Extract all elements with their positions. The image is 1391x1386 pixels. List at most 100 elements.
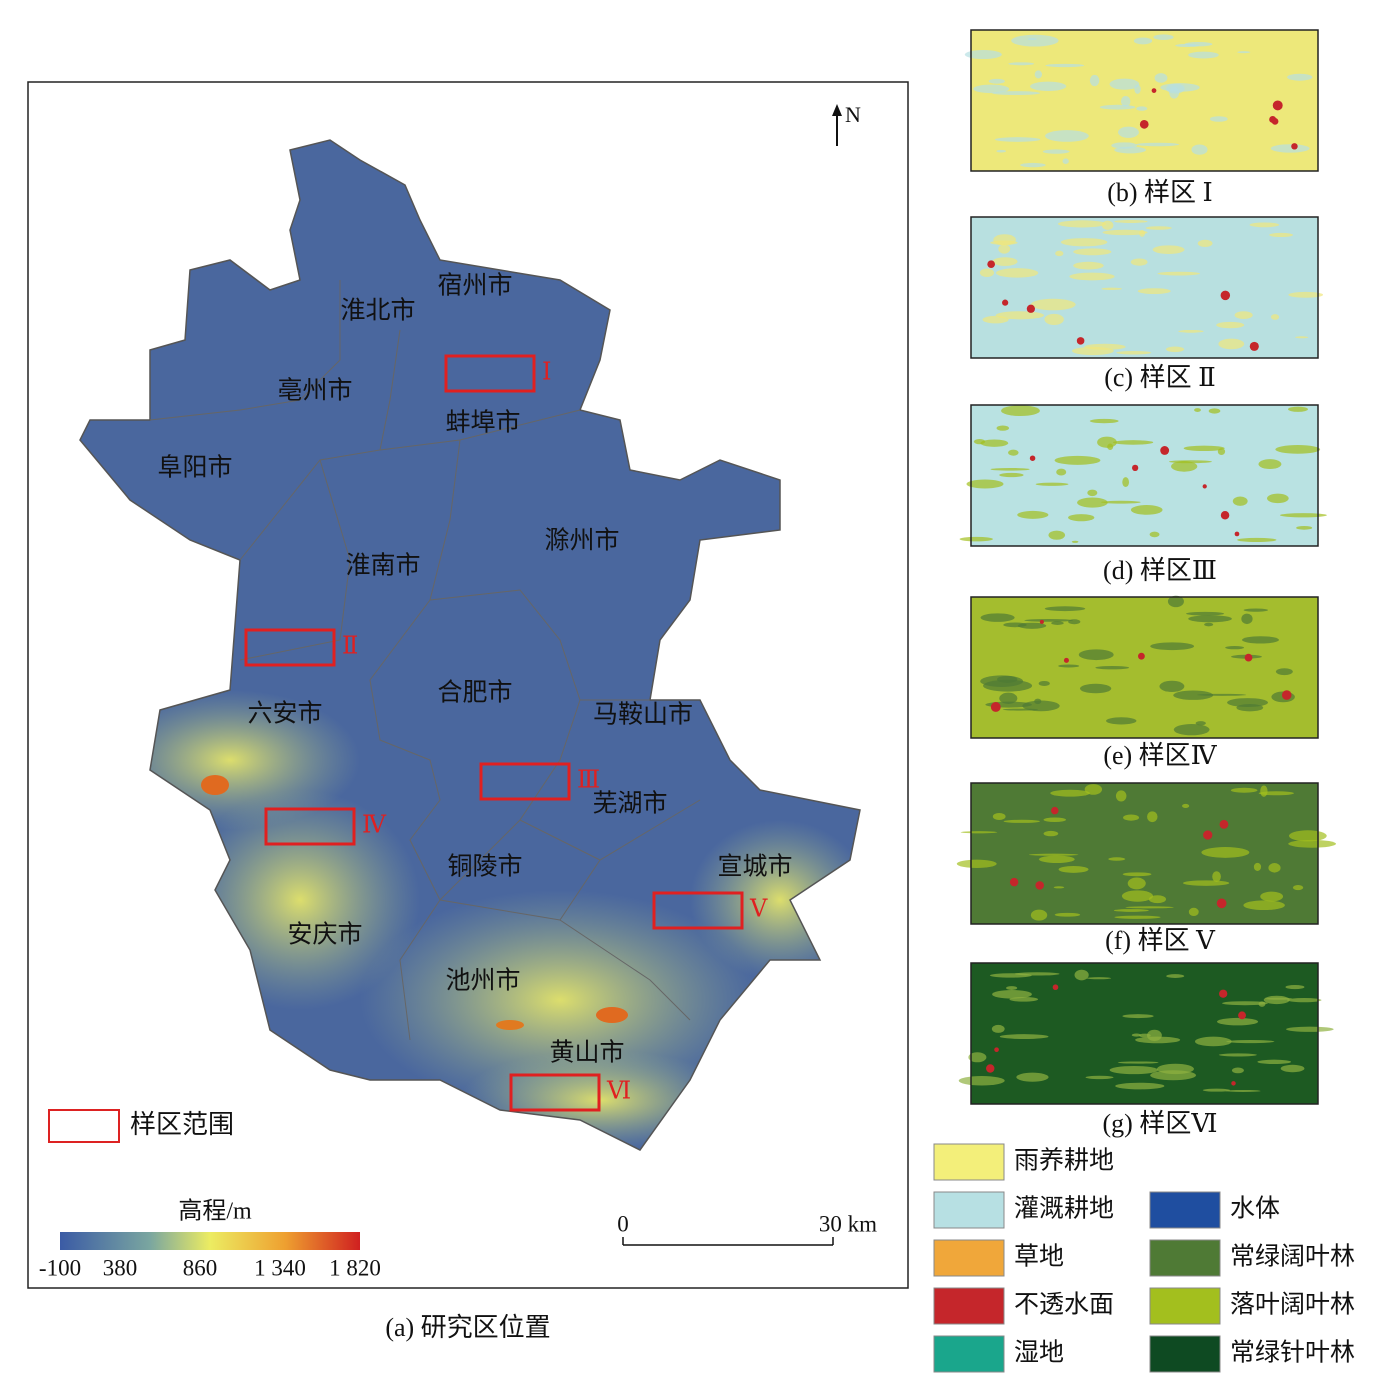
texture: [1060, 238, 1108, 247]
sample-label: Ⅵ: [606, 1079, 631, 1105]
texture: [1243, 900, 1285, 911]
texture: [1054, 912, 1081, 917]
texture: [992, 990, 1032, 999]
texture: [1086, 977, 1112, 980]
texture: [1039, 619, 1044, 624]
city-label: 六安市: [247, 700, 322, 728]
texture: [1270, 144, 1310, 153]
texture: [1165, 346, 1185, 353]
texture: [1044, 313, 1064, 325]
texture: [1043, 817, 1066, 823]
texture: [996, 425, 1010, 431]
texture: [1169, 86, 1180, 99]
texture: [1202, 484, 1207, 489]
texture: [1139, 119, 1149, 129]
colorbar-title: 高程/m: [178, 1198, 252, 1225]
texture: [1027, 37, 1038, 41]
texture: [1219, 989, 1228, 998]
texture: [1120, 95, 1131, 107]
texture: [1068, 619, 1081, 625]
texture: [1089, 74, 1100, 87]
texture: [1136, 106, 1148, 111]
texture: [1260, 891, 1284, 902]
texture: [999, 472, 1024, 478]
texture: [999, 692, 1018, 704]
texture: [1258, 1001, 1266, 1007]
texture: [1191, 144, 1208, 155]
texture: [1241, 613, 1253, 625]
texture: [1216, 1017, 1259, 1026]
texture: [1002, 708, 1039, 711]
texture: [1160, 83, 1200, 92]
texture: [991, 1024, 1005, 1033]
texture: [1182, 803, 1190, 809]
landcover-label: 雨养耕地: [1014, 1147, 1114, 1175]
texture: [1136, 142, 1180, 147]
texture: [1249, 341, 1259, 351]
texture: [1008, 62, 1035, 66]
texture: [1002, 299, 1009, 306]
texture: [968, 1052, 987, 1063]
texture: [1225, 1089, 1261, 1092]
texture: [1238, 1011, 1246, 1020]
texture: [1100, 500, 1141, 504]
texture: [1175, 43, 1200, 48]
texture: [1011, 34, 1059, 47]
landcover-swatch: [1149, 1191, 1221, 1229]
texture: [1188, 615, 1232, 623]
texture: [1034, 70, 1043, 79]
texture: [1237, 537, 1277, 542]
texture: [1112, 440, 1154, 445]
legend-swatch: [48, 1109, 120, 1143]
city-label: 马鞍山市: [593, 701, 693, 729]
texture: [1188, 907, 1199, 917]
texture: [1173, 724, 1210, 736]
texture: [1127, 877, 1146, 890]
texture: [1149, 531, 1160, 538]
texture: [1115, 1082, 1165, 1090]
texture: [1069, 272, 1115, 281]
texture: [990, 702, 1001, 712]
texture: [1035, 482, 1069, 486]
landcover-swatch: [1149, 1239, 1221, 1277]
texture: [995, 311, 1044, 320]
texture: [1029, 455, 1036, 461]
landcover-label: 灌溉耕地: [1014, 1195, 1114, 1223]
texture: [1062, 158, 1069, 165]
texture: [999, 1034, 1049, 1040]
texture: [1208, 408, 1221, 414]
texture: [1275, 445, 1321, 454]
texture: [1218, 1053, 1257, 1057]
texture: [1044, 606, 1086, 612]
texture: [993, 234, 1016, 246]
texture: [1114, 219, 1148, 223]
sample-label: Ⅴ: [749, 897, 768, 923]
texture: [1052, 984, 1059, 991]
texture: [956, 859, 997, 868]
texture: [1106, 717, 1137, 725]
landcover-swatch: [933, 1239, 1005, 1277]
panel-caption: (e) 样区Ⅳ: [1103, 741, 1217, 770]
texture: [1209, 116, 1228, 122]
panel-caption: (f) 样区 Ⅴ: [1105, 926, 1216, 955]
sample-label: Ⅳ: [362, 813, 387, 839]
texture: [1054, 455, 1101, 465]
texture: [1249, 222, 1280, 228]
landcover-swatch: [933, 1143, 1005, 1181]
panel-caption: (b) 样区 Ⅰ: [1107, 178, 1213, 207]
sample-box: [244, 628, 336, 667]
texture: [1145, 226, 1172, 230]
texture: [1056, 468, 1067, 476]
texture: [1242, 636, 1279, 644]
texture: [1225, 646, 1245, 650]
texture: [1045, 130, 1089, 142]
texture: [1296, 525, 1313, 530]
texture: [1001, 405, 1040, 417]
texture: [1057, 220, 1107, 228]
texture: [1051, 621, 1064, 625]
texture: [980, 613, 1015, 622]
texture: [1183, 445, 1225, 452]
texture: [1258, 459, 1282, 470]
sample-image: [971, 217, 1318, 358]
texture: [1234, 531, 1240, 537]
